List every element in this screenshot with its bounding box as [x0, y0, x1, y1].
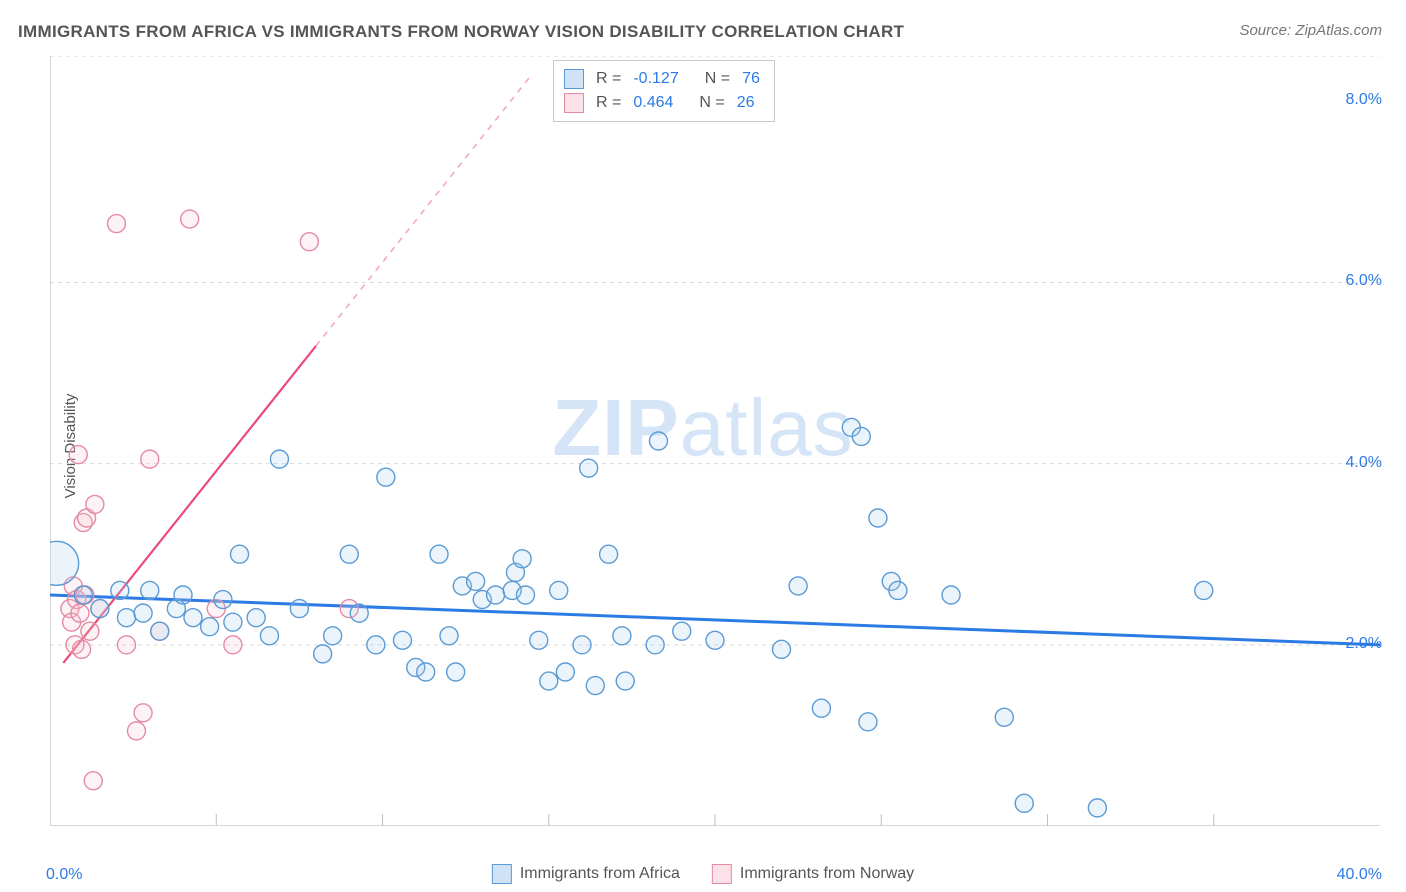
bottom-legend: Immigrants from Africa Immigrants from N… — [492, 864, 914, 884]
swatch-norway — [712, 864, 732, 884]
y-tick-label: 4.0% — [1346, 454, 1382, 472]
legend-label-africa: Immigrants from Africa — [520, 865, 680, 883]
scatter-plot — [50, 56, 1380, 826]
legend-label-norway: Immigrants from Norway — [740, 865, 914, 883]
y-tick-label: 8.0% — [1346, 91, 1382, 109]
x-axis-max-label: 40.0% — [1337, 866, 1382, 884]
n-value-norway: 26 — [737, 91, 755, 115]
swatch-norway — [564, 93, 584, 113]
r-label: R = — [596, 91, 621, 115]
legend-row-africa: R = -0.127 N = 76 — [564, 67, 760, 91]
legend-item-norway: Immigrants from Norway — [712, 864, 914, 884]
x-axis-min-label: 0.0% — [46, 866, 82, 884]
r-label: R = — [596, 67, 621, 91]
swatch-africa — [492, 864, 512, 884]
correlation-legend: R = -0.127 N = 76 R = 0.464 N = 26 — [553, 60, 775, 122]
n-value-africa: 76 — [742, 67, 760, 91]
n-label: N = — [699, 91, 724, 115]
source-attribution: Source: ZipAtlas.com — [1239, 22, 1382, 39]
r-value-africa: -0.127 — [633, 67, 678, 91]
y-tick-label: 6.0% — [1346, 272, 1382, 290]
chart-title: IMMIGRANTS FROM AFRICA VS IMMIGRANTS FRO… — [18, 22, 904, 42]
r-value-norway: 0.464 — [633, 91, 673, 115]
y-tick-label: 2.0% — [1346, 635, 1382, 653]
legend-row-norway: R = 0.464 N = 26 — [564, 91, 760, 115]
swatch-africa — [564, 69, 584, 89]
legend-item-africa: Immigrants from Africa — [492, 864, 680, 884]
n-label: N = — [705, 67, 730, 91]
